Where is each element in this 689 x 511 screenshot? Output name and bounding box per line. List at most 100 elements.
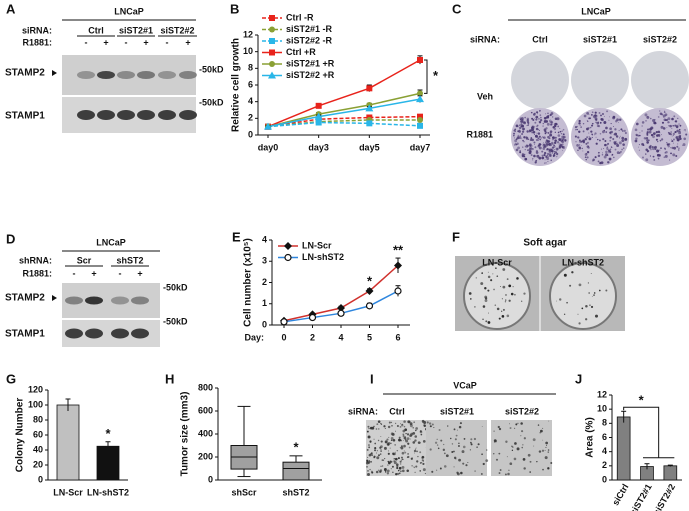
y-tick-label: 0 [602,474,607,484]
speck [612,116,616,120]
speck [399,472,401,475]
speck [548,140,551,142]
speck [521,153,525,156]
panel-label: C [452,1,462,16]
speck [397,469,400,472]
speck [554,151,556,153]
panel-label: B [230,1,239,16]
speck [545,139,548,142]
speck [523,292,526,295]
speck [594,314,598,318]
speck [611,153,614,156]
speck [421,461,423,464]
speck [552,126,555,129]
speck [553,152,556,155]
speck [552,143,554,145]
point [417,57,423,63]
x-tick-label: 2 [310,332,315,342]
speck [396,424,399,428]
row-label: shRNA: [19,255,52,265]
speck [481,272,483,274]
speck [534,143,535,145]
speck [602,138,605,141]
speck [535,138,539,142]
speck [550,143,552,144]
legend-marker [269,49,275,56]
speck [607,142,610,145]
speck [552,154,556,157]
speck [533,113,536,116]
speck [395,473,398,476]
point [416,95,424,103]
speck [406,437,410,441]
group-label: siST2#2 [505,406,539,416]
x-tick-label: siST2#2 [651,482,677,511]
speck [664,152,666,154]
speck [501,298,503,300]
panel-label: D [6,231,15,246]
speck [536,136,539,138]
speck [496,307,500,311]
speck [595,119,598,121]
speck [637,134,640,137]
speck [546,157,550,160]
speck [677,117,679,119]
y-tick-label: 800 [198,382,213,392]
speck [403,450,405,452]
speck [400,459,402,461]
speck [615,120,618,123]
speck [399,463,402,465]
band [85,328,103,339]
speck [402,469,405,473]
speck [476,446,478,448]
speck [595,115,598,117]
speck [374,442,377,445]
speck [566,301,568,304]
y-tick-label: 4 [602,446,607,456]
speck [585,318,588,321]
speck [545,141,548,144]
speck [662,114,666,118]
speck [668,121,670,123]
speck [368,444,370,446]
speck [520,422,523,425]
speck [604,143,607,146]
speck [518,126,520,128]
group-label: shST2 [116,255,143,265]
speck [379,453,382,455]
speck [527,123,530,125]
speck [546,152,550,156]
speck [670,138,672,140]
speck [609,127,612,131]
y-tick-label: 400 [198,428,213,438]
speck [369,441,372,443]
speck [501,315,505,318]
significance-bracket [623,406,675,459]
speck [401,423,404,426]
point [417,90,423,97]
speck [647,139,650,142]
speck [603,121,607,125]
speck [515,138,518,140]
speck [661,134,662,136]
speck [397,457,400,460]
speck [487,275,491,279]
speck [498,317,501,320]
speck [577,149,579,152]
band [97,110,115,120]
speck [608,119,610,121]
speck [530,137,533,139]
group-label: siST2#1 [440,406,474,416]
y-tick-label: 20 [33,459,43,469]
speck [516,277,519,280]
speck [678,147,680,150]
speck [609,139,612,142]
speck [462,462,465,465]
speck [538,121,542,124]
speck [534,161,537,164]
speck [409,434,413,437]
speck [652,119,655,122]
speck [553,149,555,151]
speck [511,449,514,452]
speck [381,459,383,461]
